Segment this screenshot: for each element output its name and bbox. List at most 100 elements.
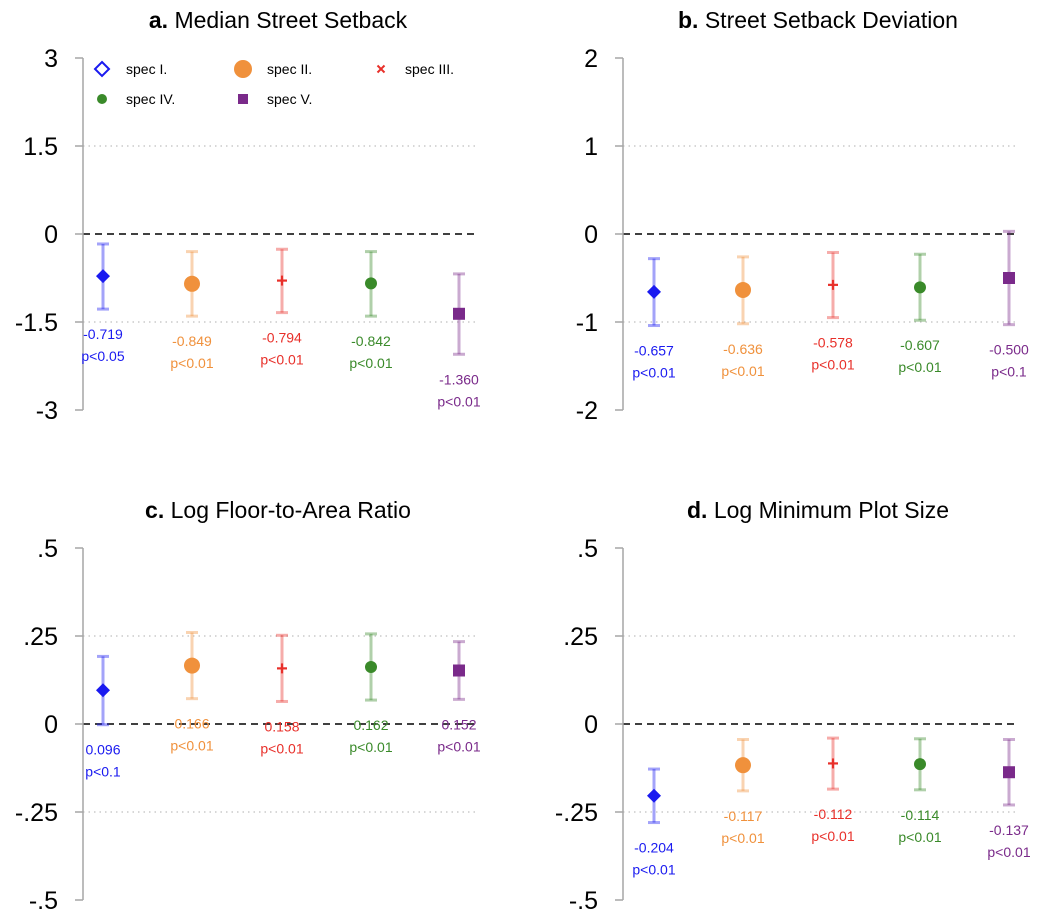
y-tick-label: 1 — [584, 133, 598, 161]
panel-title: b. Street Setback Deviation — [678, 7, 958, 33]
point-estimate-marker — [277, 663, 287, 674]
panel-title: a. Median Street Setback — [149, 7, 408, 33]
coefficient-label: -0.114 — [901, 807, 940, 823]
coefficient-label: -0.657 — [634, 343, 674, 359]
coefficient-label: 0.166 — [174, 716, 209, 732]
panel-title-text: Log Minimum Plot Size — [714, 497, 949, 523]
p-value-label: p<0.01 — [349, 355, 392, 371]
point-estimate-marker — [365, 277, 377, 290]
point-estimate-marker — [453, 664, 465, 677]
y-tick-label: -.5 — [569, 887, 598, 915]
point-estimate-marker — [277, 275, 287, 286]
point-estimate-marker — [914, 281, 926, 294]
point-estimate-marker — [1003, 766, 1015, 779]
legend-label: spec II. — [267, 61, 312, 77]
legend-label: spec I. — [126, 61, 167, 77]
legend-item: spec II. — [234, 60, 312, 78]
panel-c: c. Log Floor-to-Area Ratio .5 .25 0 -.25 -.5 0… — [15, 497, 481, 915]
coefficient-label: -0.719 — [83, 326, 123, 342]
panel-title-text: Median Street Setback — [174, 7, 407, 33]
y-tick-label: .25 — [23, 623, 58, 651]
coefficient-label: -0.112 — [814, 806, 853, 822]
p-value-label: p<0.01 — [437, 393, 480, 409]
legend-marker-circle — [234, 60, 252, 78]
y-tick-label: -1 — [576, 309, 598, 337]
y-tick-label: -2 — [576, 397, 598, 425]
y-tick-label: .5 — [37, 535, 58, 563]
coefficient-label: -0.636 — [723, 341, 763, 357]
legend-label: spec III. — [405, 61, 454, 77]
coefficient-label: -0.137 — [989, 822, 1029, 838]
y-tick-label: .5 — [577, 535, 598, 563]
point-estimate-marker — [647, 788, 661, 803]
panel-title-text: Log Floor-to-Area Ratio — [171, 497, 411, 523]
point-estimate-marker — [365, 660, 377, 673]
p-value-label: p<0.01 — [721, 830, 764, 846]
legend-marker-small-circle — [97, 94, 107, 104]
coefficient-label: -0.578 — [813, 335, 853, 351]
coefficient-label: 0.096 — [85, 742, 120, 758]
y-tick-label: .25 — [563, 623, 598, 651]
p-value-label: p<0.01 — [437, 738, 480, 754]
p-value-label: p<0.01 — [260, 352, 303, 368]
legend: spec I. spec II. spec III. spec IV. spec V. — [93, 60, 454, 107]
p-value-label: p<0.01 — [632, 862, 675, 878]
coefficient-label: -0.607 — [900, 337, 940, 353]
y-tick-label: 0 — [44, 711, 58, 739]
y-tick-label: 0 — [584, 711, 598, 739]
y-tick-label: -.5 — [29, 887, 58, 915]
coefficient-label: 0.162 — [353, 717, 388, 733]
p-value-label: p<0.01 — [811, 828, 854, 844]
p-value-label: p<0.01 — [170, 355, 213, 371]
point-estimate-marker — [828, 758, 838, 769]
coefficient-label: -0.842 — [351, 333, 391, 349]
p-value-label: p<0.01 — [349, 739, 392, 755]
point-estimate-marker — [96, 269, 110, 284]
coefficient-label: -0.849 — [172, 333, 212, 349]
point-estimate-marker — [184, 275, 200, 292]
y-tick-label: 2 — [584, 45, 598, 73]
panel-title: d. Log Minimum Plot Size — [687, 497, 949, 523]
coefficient-label: -0.500 — [989, 342, 1029, 358]
panel-d: d. Log Minimum Plot Size .5 .25 0 -.25 -.5 -0.… — [555, 497, 1031, 915]
y-tick-label: 1.5 — [23, 133, 58, 161]
point-estimate-marker — [914, 758, 926, 771]
panel-a: a. Median Street Setback 3 1.5 0 -1.5 -3 -0.71… — [15, 7, 481, 425]
y-tick-label: 0 — [584, 221, 598, 249]
coefficient-label: -0.794 — [262, 330, 302, 346]
legend-marker-x-b — [376, 64, 386, 74]
point-estimate-marker — [184, 657, 200, 674]
panel-title-text: Street Setback Deviation — [705, 7, 958, 33]
y-tick-label: 0 — [44, 221, 58, 249]
point-estimate-marker — [453, 307, 465, 320]
p-value-label: p<0.01 — [170, 738, 213, 754]
point-estimate-marker — [96, 683, 110, 698]
coefficient-label: -0.117 — [724, 808, 763, 824]
coefficient-label: 0.152 — [441, 716, 476, 732]
p-value-label: p<0.01 — [721, 363, 764, 379]
panel-letter: a. — [149, 7, 175, 33]
p-value-label: p<0.1 — [85, 764, 121, 780]
y-tick-label: 3 — [44, 45, 58, 73]
p-value-label: p<0.05 — [81, 348, 124, 364]
y-tick-label: -.25 — [15, 799, 58, 827]
legend-item: spec III. — [376, 61, 454, 77]
legend-label: spec V. — [267, 91, 312, 107]
coefficient-label: -1.360 — [439, 371, 479, 387]
coefficient-label: 0.158 — [264, 718, 299, 734]
panel-letter: c. — [145, 497, 171, 523]
p-value-label: p<0.01 — [811, 357, 854, 373]
legend-item: spec I. — [93, 60, 167, 78]
p-value-label: p<0.01 — [260, 740, 303, 756]
panel-b: b. Street Setback Deviation 2 1 0 -1 -2 -0.657… — [576, 7, 1029, 425]
point-estimate-marker — [735, 757, 751, 774]
p-value-label: p<0.01 — [632, 365, 675, 381]
point-estimate-marker — [1003, 272, 1015, 284]
p-value-label: p<0.1 — [991, 364, 1027, 380]
legend-label: spec IV. — [126, 91, 175, 107]
panel-letter: b. — [678, 7, 705, 33]
point-estimate-marker — [647, 284, 661, 299]
y-tick-label: -1.5 — [15, 309, 58, 337]
legend-item: spec IV. — [97, 91, 175, 107]
